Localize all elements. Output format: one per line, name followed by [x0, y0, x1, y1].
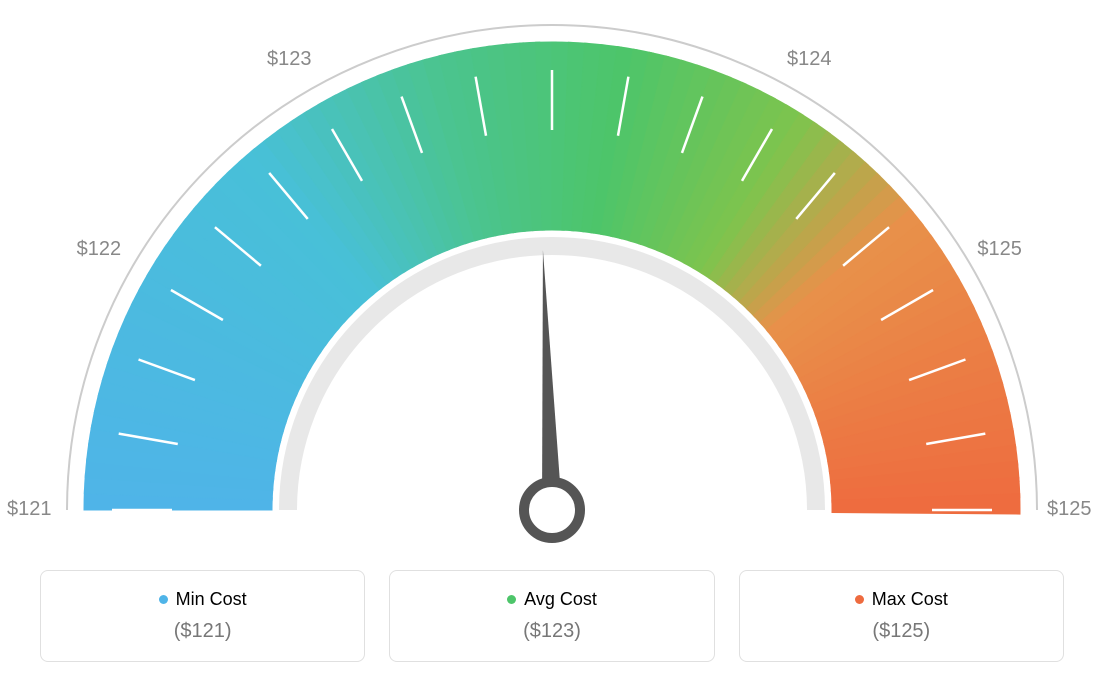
- gauge-svg: [0, 0, 1104, 560]
- legend-title-max: Max Cost: [855, 589, 948, 610]
- legend-dot-max: [855, 595, 864, 604]
- legend-card-max: Max Cost ($125): [739, 570, 1064, 662]
- legend-value-min: ($121): [61, 620, 344, 643]
- legend-title-min: Min Cost: [159, 589, 247, 610]
- legend-card-min: Min Cost ($121): [40, 570, 365, 662]
- gauge-tick-label: $125: [977, 238, 1022, 261]
- legend-dot-min: [159, 595, 168, 604]
- gauge-tick-label: $122: [77, 238, 122, 261]
- gauge-tick-label: $123: [267, 48, 312, 71]
- gauge-tick-label: $121: [7, 498, 52, 521]
- gauge-tick-label: $123: [527, 0, 572, 1]
- legend-card-avg: Avg Cost ($123): [389, 570, 714, 662]
- legend-value-avg: ($123): [410, 620, 693, 643]
- gauge-tick-label: $125: [1047, 498, 1092, 521]
- legend-title-avg: Avg Cost: [507, 589, 597, 610]
- legend-value-max: ($125): [760, 620, 1043, 643]
- gauge-tick-label: $124: [787, 48, 832, 71]
- legend-dot-avg: [507, 595, 516, 604]
- legend-title-text-min: Min Cost: [176, 589, 247, 610]
- legend-title-text-avg: Avg Cost: [524, 589, 597, 610]
- legend-title-text-max: Max Cost: [872, 589, 948, 610]
- gauge-chart: $121 $122 $123 $123 $124 $125 $125: [0, 0, 1104, 560]
- legend-row: Min Cost ($121) Avg Cost ($123) Max Cost…: [0, 570, 1104, 662]
